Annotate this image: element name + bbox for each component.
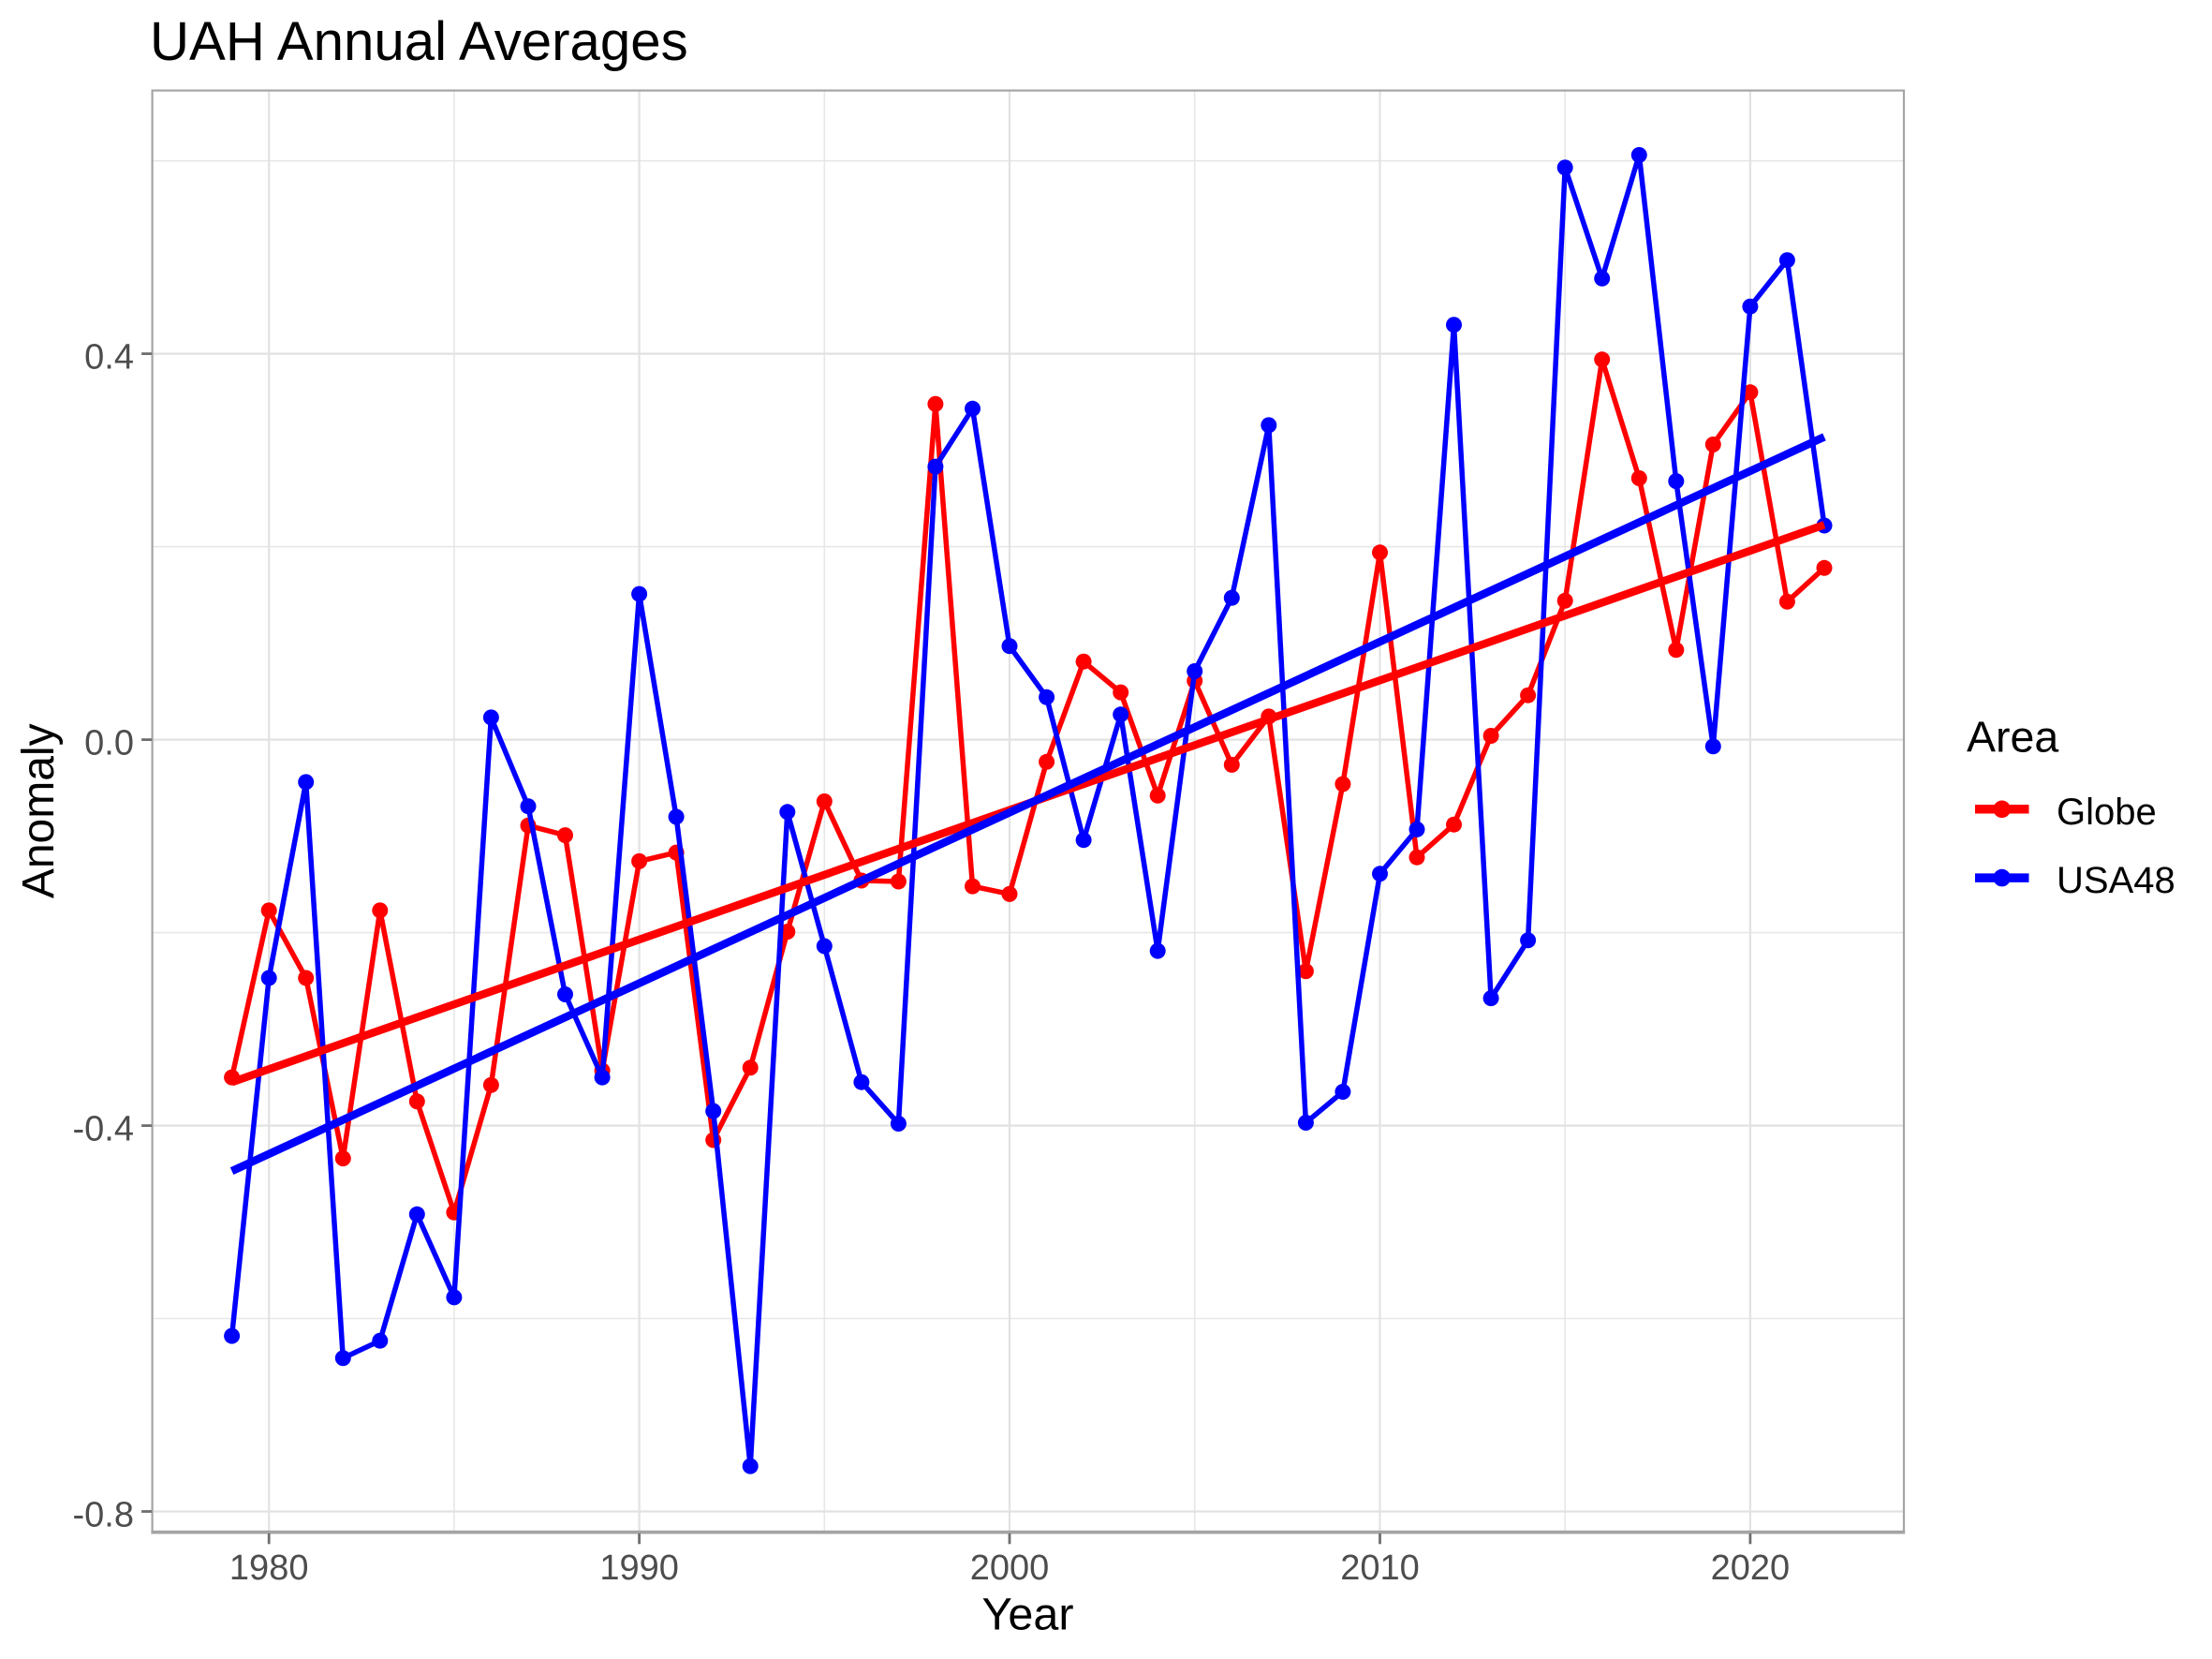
- svg-text:USA48: USA48: [2057, 860, 2175, 901]
- svg-text:1990: 1990: [599, 1548, 679, 1588]
- svg-text:UAH Annual Averages: UAH Annual Averages: [150, 11, 688, 72]
- svg-text:2010: 2010: [1340, 1548, 1420, 1588]
- svg-text:Anomaly: Anomaly: [14, 723, 64, 898]
- svg-text:0.0: 0.0: [84, 724, 134, 763]
- svg-text:2020: 2020: [1711, 1548, 1791, 1588]
- svg-text:Year: Year: [982, 1590, 1074, 1640]
- svg-text:-0.8: -0.8: [73, 1496, 134, 1535]
- svg-text:Area: Area: [1967, 712, 2058, 761]
- svg-text:0.4: 0.4: [84, 338, 134, 378]
- svg-text:2000: 2000: [970, 1548, 1050, 1588]
- svg-text:Globe: Globe: [2057, 792, 2157, 833]
- svg-text:1980: 1980: [229, 1548, 309, 1588]
- svg-text:-0.4: -0.4: [73, 1110, 134, 1149]
